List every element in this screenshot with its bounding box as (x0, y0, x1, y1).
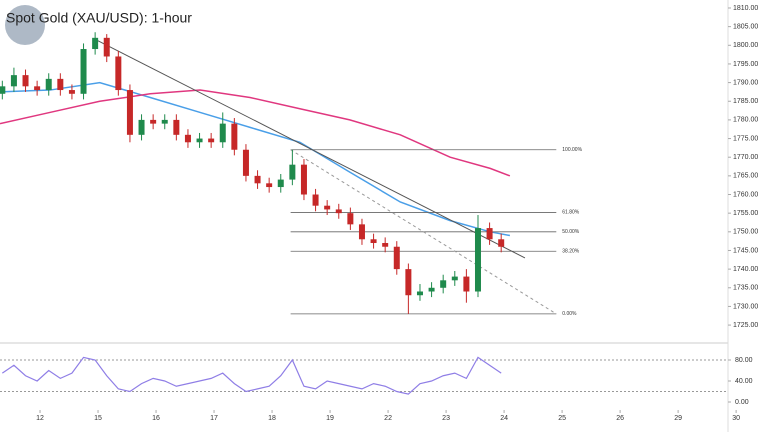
fib-label: 100.00% (562, 147, 582, 153)
y-tick-label: 1750.00 (733, 229, 758, 236)
candle-body (208, 138, 215, 143)
y-tick-label: 1790.00 (733, 79, 758, 86)
candle-body (22, 75, 29, 87)
candle-body (219, 123, 226, 143)
y-tick-label: 1740.00 (733, 266, 758, 273)
candle-body (463, 276, 470, 292)
y-tick-label: 1805.00 (733, 23, 758, 30)
y-tick-label: 1730.00 (733, 303, 758, 310)
fib-label: 38.20% (562, 249, 580, 255)
candle-body (138, 119, 145, 135)
y-tick-label: 1760.00 (733, 191, 758, 198)
fib-label: 0.00% (562, 311, 577, 317)
candle-body (358, 224, 365, 240)
candle-body (68, 90, 75, 94)
rsi-tick-label: 0.00 (735, 399, 749, 406)
candle-body (347, 213, 354, 225)
candle-body (416, 291, 423, 296)
candle-body (231, 123, 238, 150)
x-tick-label: 24 (500, 415, 508, 422)
y-tick-label: 1800.00 (733, 42, 758, 49)
candle-body (196, 138, 203, 143)
candle-body (80, 49, 87, 94)
candle-body (289, 164, 296, 180)
candle-body (428, 287, 435, 292)
x-tick-label: 18 (268, 415, 276, 422)
y-tick-label: 1725.00 (733, 322, 758, 329)
fib-label: 61.80% (562, 210, 580, 216)
y-tick-label: 1785.00 (733, 98, 758, 105)
rsi-tick-label: 80.00 (735, 357, 753, 364)
moving-average (0, 89, 511, 177)
y-tick-label: 1735.00 (733, 285, 758, 292)
candle-body (0, 86, 6, 94)
x-tick-label: 25 (558, 415, 566, 422)
candle-body (57, 78, 64, 91)
candle-body (312, 194, 319, 206)
candle-body (440, 280, 447, 288)
candle-body (324, 205, 331, 210)
x-tick-label: 15 (94, 415, 102, 422)
candle-body (474, 228, 481, 292)
candle-body (370, 239, 377, 244)
fib-diagonal (290, 149, 557, 315)
candle-body (498, 239, 505, 247)
candle-body (10, 75, 17, 87)
y-tick-label: 1770.00 (733, 154, 758, 161)
y-tick-label: 1745.00 (733, 247, 758, 254)
candle-body (242, 149, 249, 176)
rsi-tick-label: 40.00 (735, 378, 753, 385)
y-tick-label: 1775.00 (733, 135, 758, 142)
x-tick-label: 17 (210, 415, 218, 422)
rsi-line (1, 356, 502, 395)
candle-body (335, 209, 342, 214)
x-tick-label: 30 (732, 415, 740, 422)
candle-body (300, 164, 307, 195)
y-tick-label: 1765.00 (733, 173, 758, 180)
moving-average (0, 81, 511, 237)
fib-label: 50.00% (562, 229, 580, 235)
candle-body (382, 243, 389, 247)
candle-body (277, 179, 284, 188)
x-tick-label: 22 (384, 415, 392, 422)
y-tick-label: 1755.00 (733, 210, 758, 217)
candle-body (405, 269, 412, 296)
x-tick-label: 29 (674, 415, 682, 422)
y-tick-label: 1810.00 (733, 5, 758, 12)
candle-body (184, 134, 191, 143)
candle-body (115, 56, 122, 91)
candle-body (266, 183, 273, 188)
candle-body (393, 246, 400, 270)
x-tick-label: 19 (326, 415, 334, 422)
candle-body (34, 86, 41, 91)
candle-body (92, 37, 99, 50)
y-tick-label: 1795.00 (733, 61, 758, 68)
y-tick-label: 1780.00 (733, 117, 758, 124)
candle-body (451, 276, 458, 281)
candle-body (45, 78, 52, 91)
chart-title: Spot Gold (XAU/USD): 1-hour (6, 10, 192, 26)
candle-body (103, 37, 110, 57)
trendline (94, 38, 526, 259)
candle-body (126, 90, 133, 135)
x-tick-label: 12 (36, 415, 44, 422)
x-tick-label: 26 (616, 415, 624, 422)
candle-body (486, 228, 493, 240)
candle-body (173, 119, 180, 135)
x-tick-label: 23 (442, 415, 450, 422)
logo (5, 5, 45, 45)
candle-body (254, 175, 261, 184)
x-tick-label: 16 (152, 415, 160, 422)
candle-body (150, 119, 157, 124)
candle-body (161, 119, 168, 124)
